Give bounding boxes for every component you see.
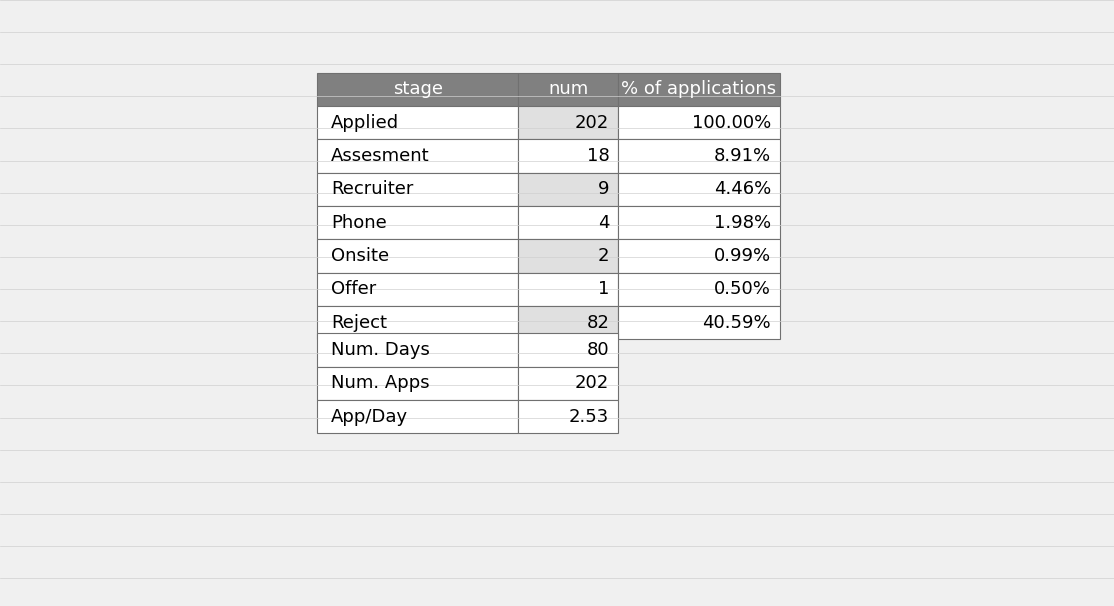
- Text: Num. Apps: Num. Apps: [331, 375, 430, 392]
- FancyBboxPatch shape: [518, 206, 618, 239]
- FancyBboxPatch shape: [317, 333, 518, 367]
- Text: Recruiter: Recruiter: [331, 181, 413, 198]
- FancyBboxPatch shape: [618, 173, 780, 206]
- Text: 202: 202: [575, 375, 609, 392]
- FancyBboxPatch shape: [317, 73, 518, 106]
- Text: Num. Days: Num. Days: [331, 341, 430, 359]
- Text: Onsite: Onsite: [331, 247, 389, 265]
- Text: stage: stage: [393, 81, 442, 98]
- FancyBboxPatch shape: [317, 139, 518, 173]
- FancyBboxPatch shape: [518, 273, 618, 306]
- FancyBboxPatch shape: [518, 333, 618, 367]
- FancyBboxPatch shape: [317, 306, 518, 339]
- Text: 0.50%: 0.50%: [714, 281, 771, 298]
- FancyBboxPatch shape: [518, 173, 618, 206]
- Text: Phone: Phone: [331, 214, 387, 231]
- FancyBboxPatch shape: [518, 106, 618, 139]
- FancyBboxPatch shape: [618, 206, 780, 239]
- FancyBboxPatch shape: [317, 239, 518, 273]
- FancyBboxPatch shape: [518, 367, 618, 400]
- FancyBboxPatch shape: [518, 73, 618, 106]
- FancyBboxPatch shape: [518, 139, 618, 173]
- FancyBboxPatch shape: [618, 273, 780, 306]
- Text: 1.98%: 1.98%: [714, 214, 771, 231]
- Text: App/Day: App/Day: [331, 408, 408, 425]
- Text: 80: 80: [587, 341, 609, 359]
- Text: 2.53: 2.53: [569, 408, 609, 425]
- Text: 82: 82: [586, 314, 609, 331]
- Text: Reject: Reject: [331, 314, 387, 331]
- FancyBboxPatch shape: [618, 73, 780, 106]
- Text: 40.59%: 40.59%: [702, 314, 771, 331]
- Text: Assesment: Assesment: [331, 147, 430, 165]
- FancyBboxPatch shape: [317, 273, 518, 306]
- Text: 2: 2: [598, 247, 609, 265]
- FancyBboxPatch shape: [317, 400, 518, 433]
- FancyBboxPatch shape: [317, 173, 518, 206]
- Text: Applied: Applied: [331, 114, 399, 132]
- Text: 4: 4: [598, 214, 609, 231]
- Text: 9: 9: [598, 181, 609, 198]
- FancyBboxPatch shape: [618, 106, 780, 139]
- Text: 18: 18: [587, 147, 609, 165]
- Text: % of applications: % of applications: [622, 81, 776, 98]
- FancyBboxPatch shape: [317, 206, 518, 239]
- FancyBboxPatch shape: [518, 239, 618, 273]
- Text: Offer: Offer: [331, 281, 377, 298]
- Text: 4.46%: 4.46%: [714, 181, 771, 198]
- Text: 8.91%: 8.91%: [714, 147, 771, 165]
- Text: 202: 202: [575, 114, 609, 132]
- Text: 0.99%: 0.99%: [714, 247, 771, 265]
- FancyBboxPatch shape: [618, 139, 780, 173]
- FancyBboxPatch shape: [618, 239, 780, 273]
- FancyBboxPatch shape: [518, 400, 618, 433]
- Text: num: num: [548, 81, 588, 98]
- Text: 1: 1: [598, 281, 609, 298]
- FancyBboxPatch shape: [518, 306, 618, 339]
- FancyBboxPatch shape: [618, 306, 780, 339]
- FancyBboxPatch shape: [317, 367, 518, 400]
- Text: 100.00%: 100.00%: [692, 114, 771, 132]
- FancyBboxPatch shape: [317, 106, 518, 139]
